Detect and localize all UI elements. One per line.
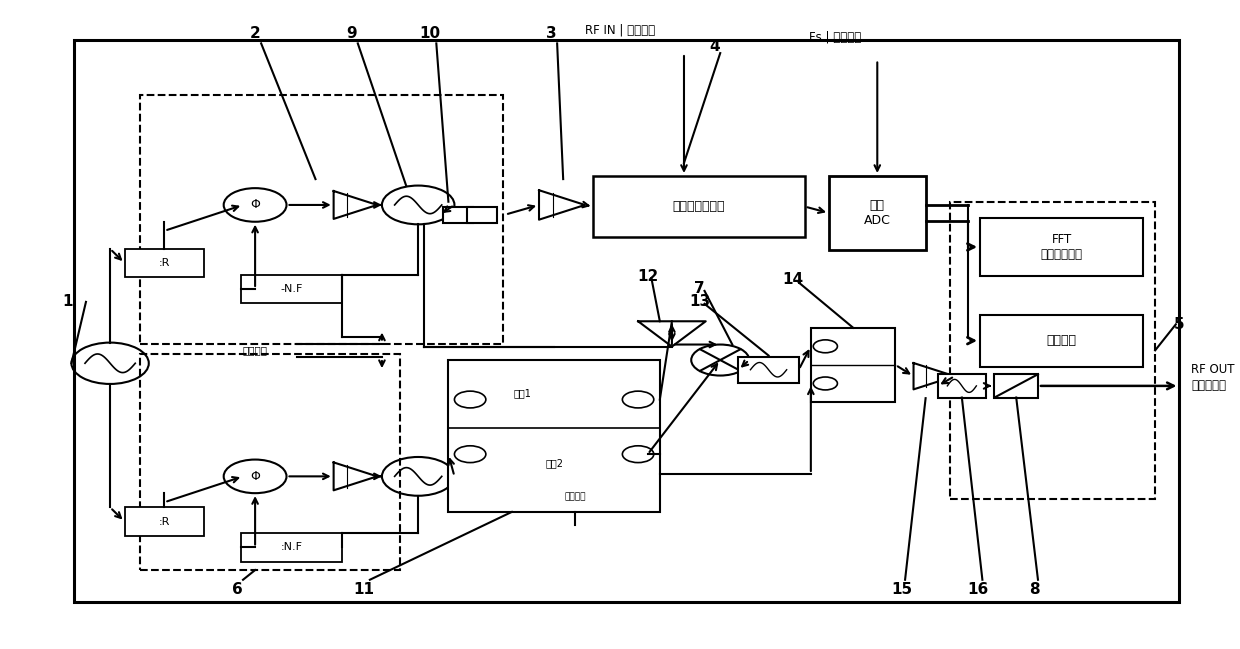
Text: Φ: Φ bbox=[250, 470, 260, 483]
Text: 3: 3 bbox=[546, 26, 557, 41]
FancyBboxPatch shape bbox=[950, 202, 1156, 499]
Text: 6: 6 bbox=[232, 582, 242, 597]
FancyBboxPatch shape bbox=[443, 206, 472, 223]
Text: RF IN | 射频输入: RF IN | 射频输入 bbox=[585, 24, 655, 37]
FancyBboxPatch shape bbox=[994, 374, 1038, 398]
Text: 7: 7 bbox=[694, 282, 706, 297]
Text: 15: 15 bbox=[890, 582, 911, 597]
FancyBboxPatch shape bbox=[74, 40, 1179, 602]
Polygon shape bbox=[334, 462, 377, 491]
FancyBboxPatch shape bbox=[594, 176, 805, 238]
FancyBboxPatch shape bbox=[980, 218, 1143, 276]
Polygon shape bbox=[639, 321, 706, 347]
Text: 14: 14 bbox=[782, 272, 804, 287]
Polygon shape bbox=[914, 363, 955, 389]
FancyBboxPatch shape bbox=[140, 95, 502, 344]
Text: Fs | 采样时钟: Fs | 采样时钟 bbox=[808, 31, 861, 43]
Polygon shape bbox=[334, 191, 377, 219]
FancyBboxPatch shape bbox=[830, 176, 925, 250]
Text: 频率控制: 频率控制 bbox=[242, 345, 267, 356]
Text: 1: 1 bbox=[62, 295, 73, 310]
FancyBboxPatch shape bbox=[467, 206, 497, 223]
Text: 接收下变频通道: 接收下变频通道 bbox=[673, 200, 725, 213]
Text: 4: 4 bbox=[709, 39, 719, 54]
Text: :R: :R bbox=[159, 258, 170, 268]
FancyBboxPatch shape bbox=[937, 374, 986, 398]
FancyBboxPatch shape bbox=[449, 360, 660, 512]
Text: 13: 13 bbox=[689, 295, 711, 310]
Text: 12: 12 bbox=[637, 269, 658, 284]
Text: 跟踪检波: 跟踪检波 bbox=[1047, 334, 1076, 347]
FancyBboxPatch shape bbox=[124, 508, 205, 536]
Text: :N.F: :N.F bbox=[280, 543, 303, 552]
Text: 跟踪源输出: 跟踪源输出 bbox=[1192, 380, 1226, 393]
Text: 通道控制: 通道控制 bbox=[564, 492, 587, 501]
FancyBboxPatch shape bbox=[980, 315, 1143, 367]
Text: 9: 9 bbox=[346, 26, 357, 41]
FancyBboxPatch shape bbox=[124, 249, 205, 277]
Text: 8: 8 bbox=[1029, 582, 1039, 597]
Text: 10: 10 bbox=[419, 26, 441, 41]
Text: -N.F: -N.F bbox=[280, 284, 303, 294]
FancyBboxPatch shape bbox=[811, 328, 895, 402]
Text: RF OUT: RF OUT bbox=[1192, 363, 1235, 376]
Text: 通道1: 通道1 bbox=[513, 389, 531, 398]
Text: Φ: Φ bbox=[250, 199, 260, 212]
FancyBboxPatch shape bbox=[241, 275, 342, 303]
FancyBboxPatch shape bbox=[140, 354, 401, 570]
Text: 5: 5 bbox=[1174, 317, 1184, 332]
Text: 高速
ADC: 高速 ADC bbox=[864, 199, 890, 227]
FancyBboxPatch shape bbox=[241, 533, 342, 561]
Text: :R: :R bbox=[159, 517, 170, 526]
Text: 11: 11 bbox=[353, 582, 374, 597]
Text: 16: 16 bbox=[967, 582, 988, 597]
FancyBboxPatch shape bbox=[738, 357, 799, 383]
Text: FFT
实时频谱分析: FFT 实时频谱分析 bbox=[1040, 233, 1083, 261]
Text: 2: 2 bbox=[249, 26, 260, 41]
Polygon shape bbox=[539, 190, 585, 219]
Text: 通道2: 通道2 bbox=[546, 458, 563, 469]
